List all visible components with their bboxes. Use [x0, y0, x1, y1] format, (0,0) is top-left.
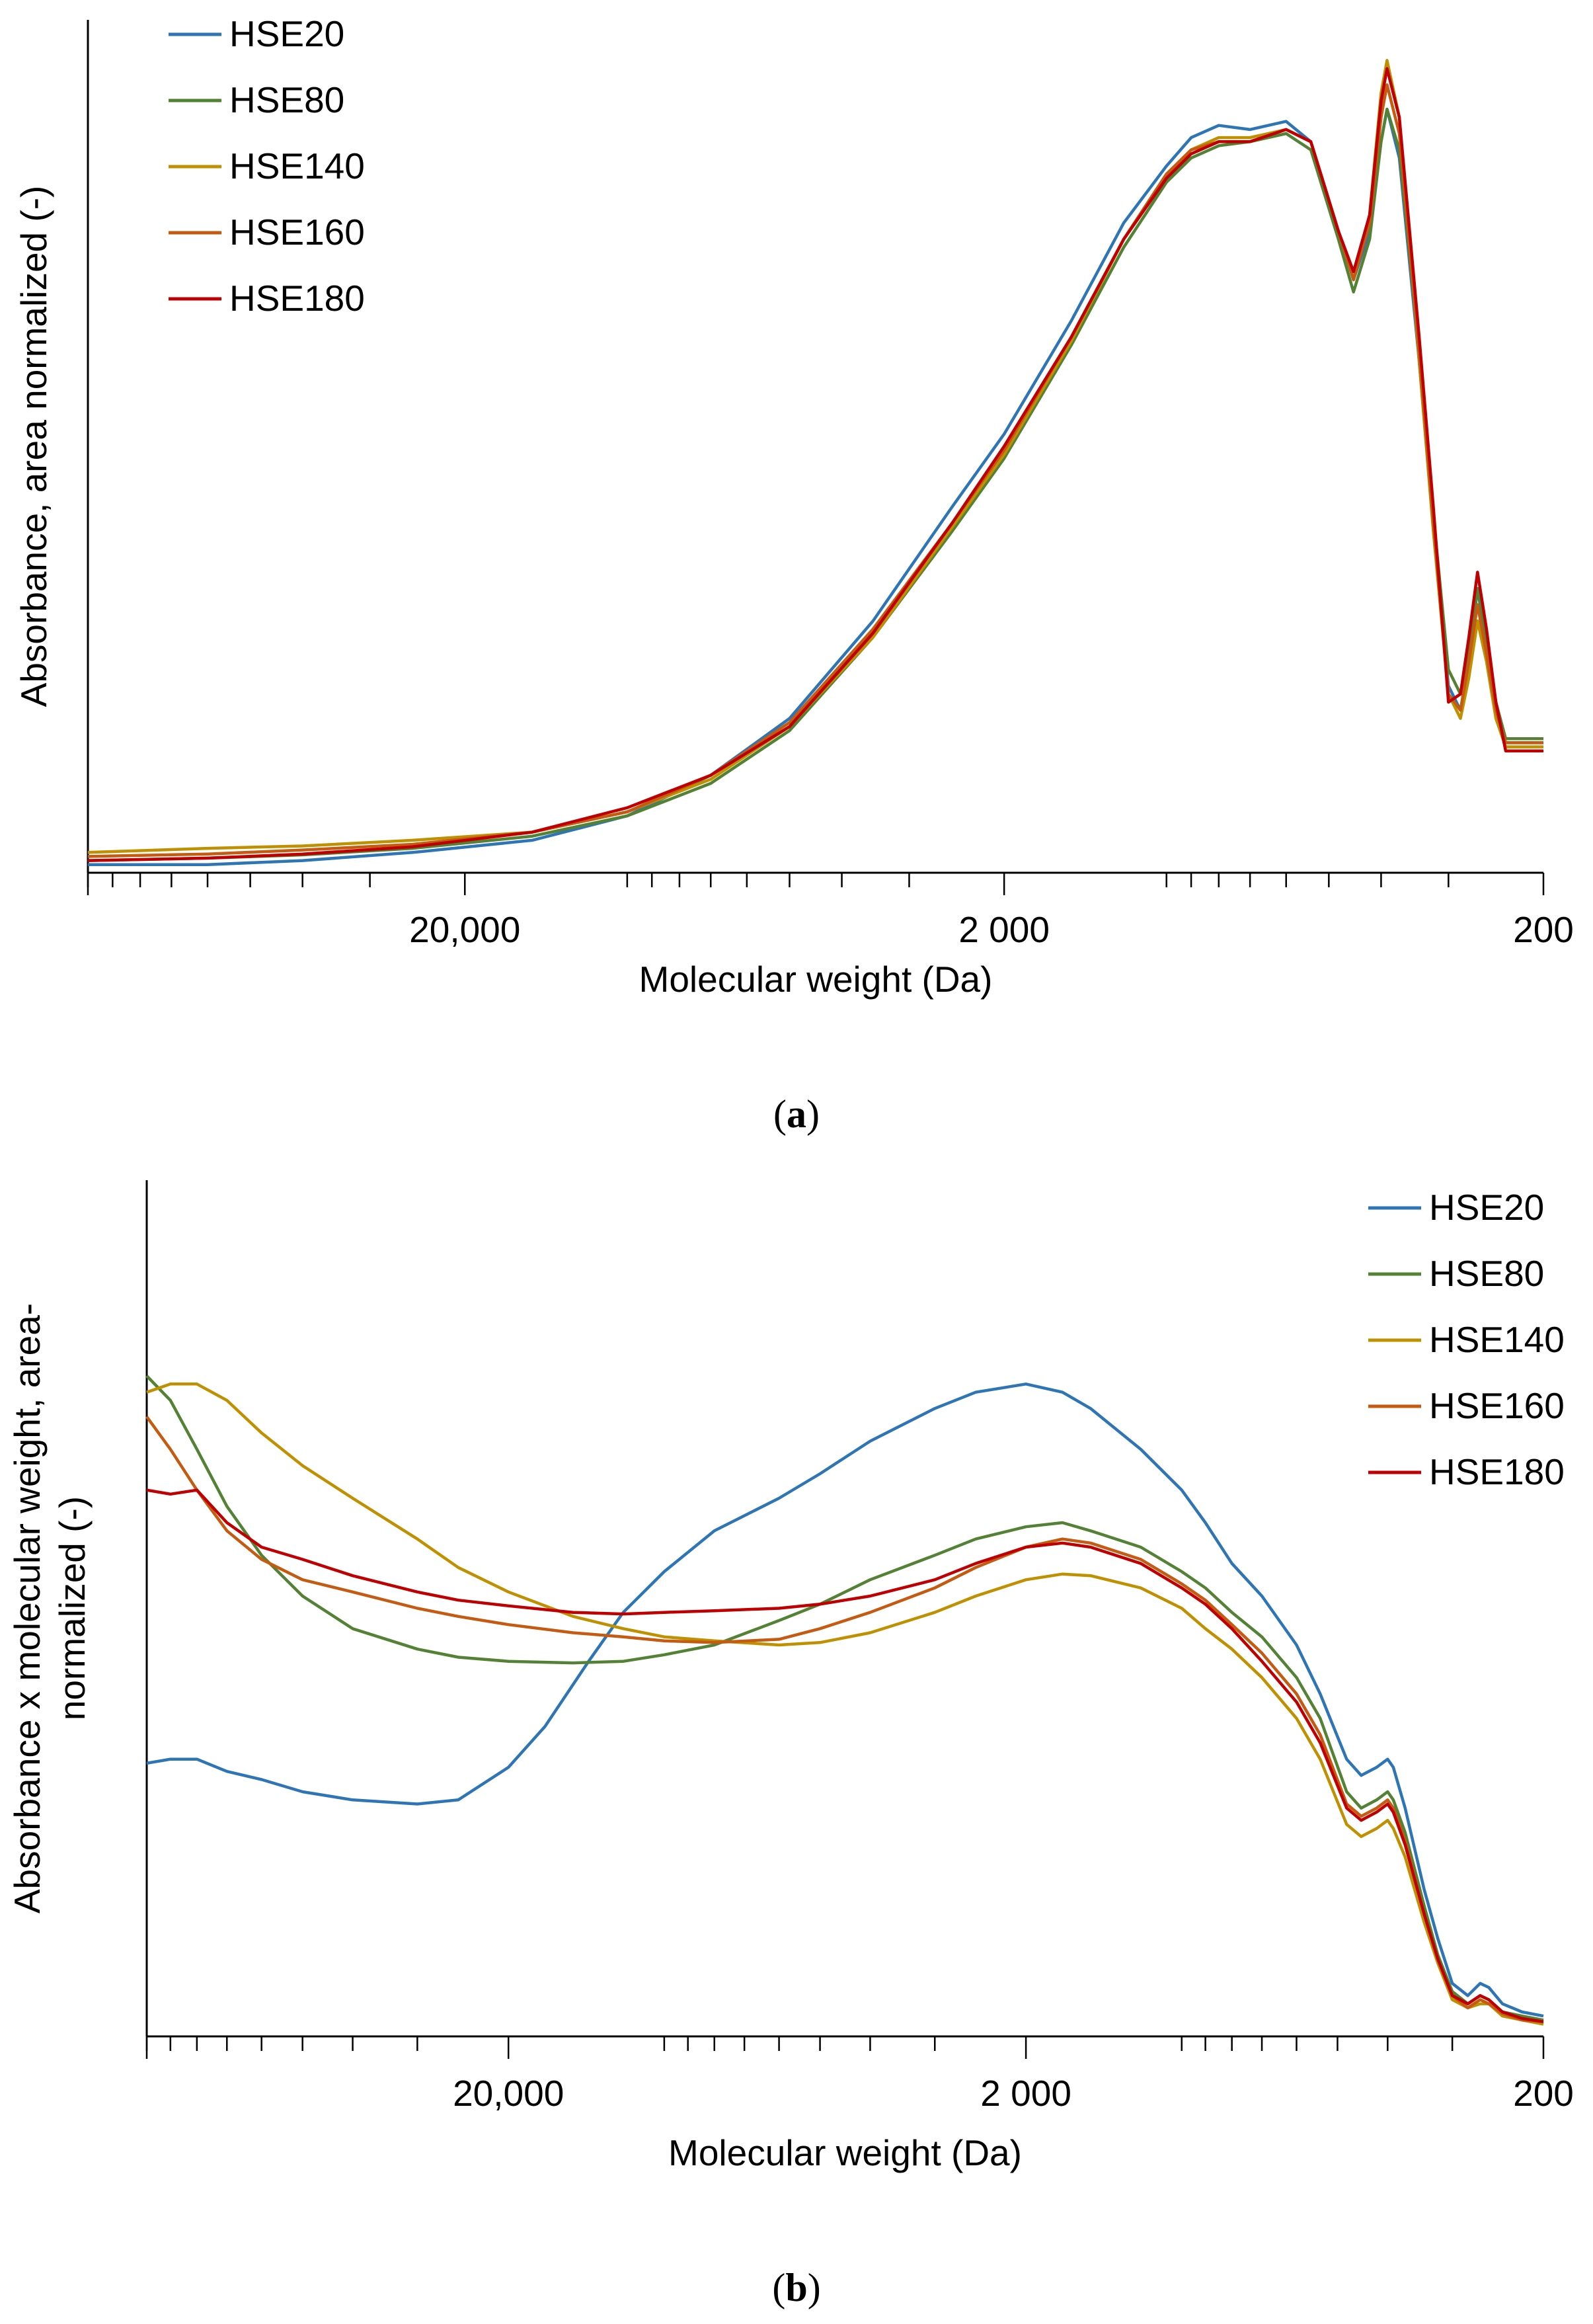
series-line-hse20 [146, 1382, 1544, 2018]
series-line-hse80 [145, 1375, 1544, 2022]
x-tick-label: 200 [1513, 909, 1574, 950]
legend-label: HSE20 [1429, 1187, 1544, 1228]
legend-label: HSE20 [229, 13, 344, 54]
legend-label: HSE80 [229, 79, 344, 120]
chart-panel-b: 20,000 2 000 200 Molecular weight (Da) Absor… [7, 1180, 1574, 2309]
x-tick-label: 20,000 [409, 909, 520, 950]
series-line-hse160 [145, 1416, 1544, 2024]
chart-panel-a: 20,000 2 000 200 Molecular weight (Da) Absor… [13, 13, 1574, 1136]
y-axis-title: Absorbance, area normalized (-) [13, 186, 54, 707]
x-tick-label: 2 000 [958, 909, 1050, 950]
y-axis-title: Absorbance x molecular weight, area-norm… [7, 1303, 93, 1913]
series-line-hse140 [146, 1382, 1544, 2026]
panel-label: (b) [772, 2266, 820, 2309]
legend-label: HSE160 [1429, 1385, 1565, 1426]
legend-label: HSE180 [229, 278, 365, 319]
panel-label: (a) [773, 1092, 820, 1136]
x-tick-label: 20,000 [453, 2073, 564, 2114]
x-axis-title: Molecular weight (Da) [639, 959, 993, 1000]
legend-label: HSE180 [1429, 1451, 1565, 1492]
legend-label: HSE140 [1429, 1319, 1565, 1360]
series-line-hse180 [146, 1488, 1544, 2024]
x-axis-title: Molecular weight (Da) [668, 2132, 1022, 2173]
x-tick-label: 200 [1513, 2073, 1574, 2114]
x-tick-label: 2 000 [980, 2073, 1071, 2114]
legend-label: HSE160 [229, 212, 365, 253]
legend-label: HSE140 [229, 145, 365, 186]
series-line-hse180 [87, 67, 1543, 862]
legend-label: HSE80 [1429, 1253, 1544, 1294]
